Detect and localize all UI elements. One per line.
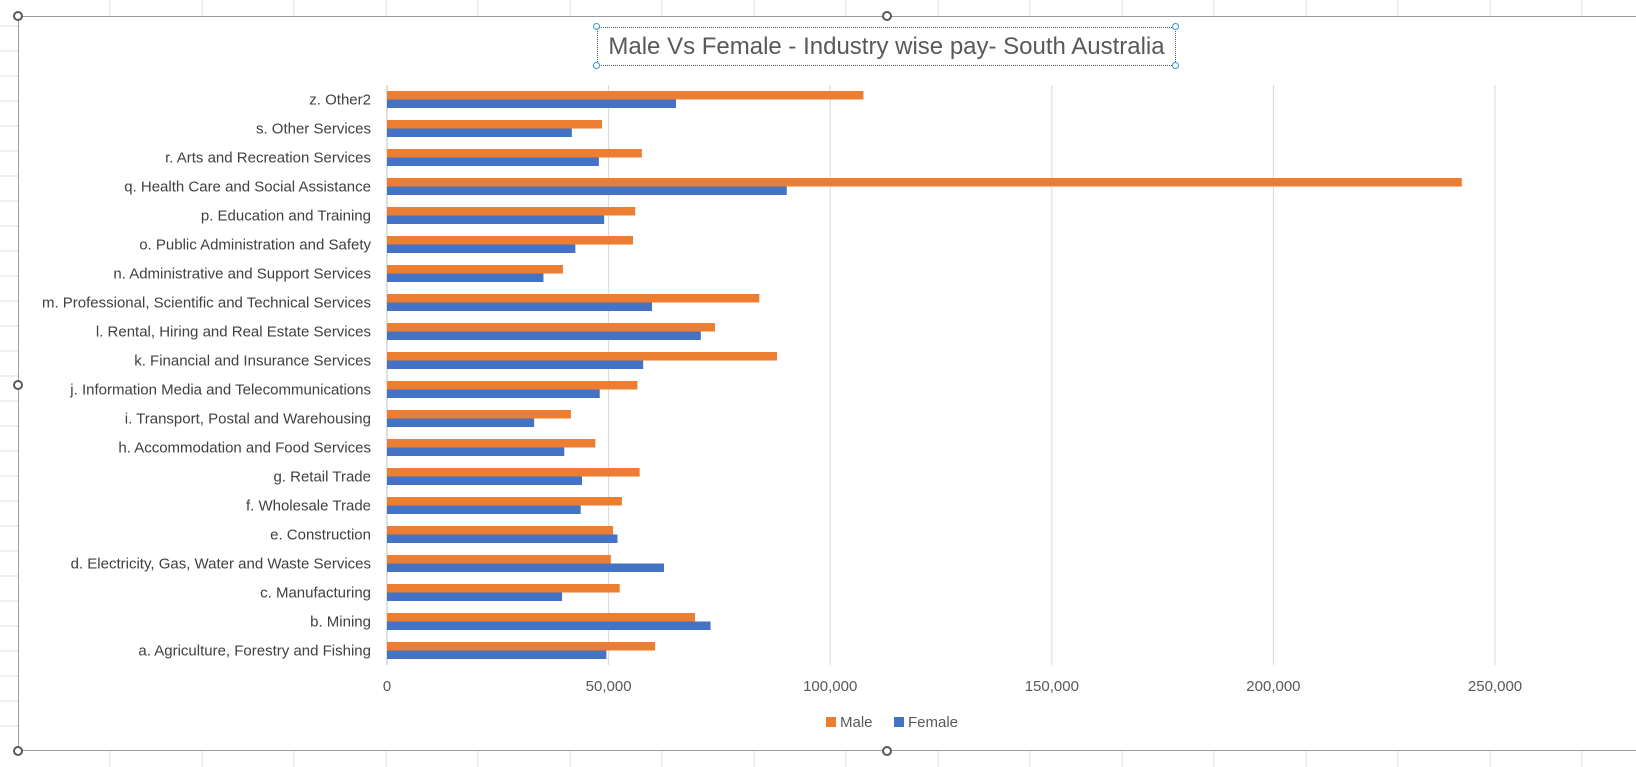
bar-female[interactable] (387, 505, 581, 515)
bar-male[interactable] (387, 642, 656, 651)
bar-male[interactable] (387, 352, 778, 361)
category-label: f. Wholesale Trade (246, 498, 371, 515)
category-label: a. Agriculture, Forestry and Fishing (138, 643, 371, 660)
category-label: h. Accommodation and Food Services (118, 440, 371, 457)
category-label: i. Transport, Postal and Warehousing (125, 411, 371, 428)
bar-female[interactable] (387, 534, 618, 544)
bar-female[interactable] (387, 447, 565, 457)
chart-resize-handle-tm[interactable] (882, 11, 892, 21)
bar-female[interactable] (387, 244, 576, 254)
legend-label-male[interactable]: Male (840, 714, 873, 731)
bar-female[interactable] (387, 157, 599, 167)
bar-male[interactable] (387, 149, 642, 158)
legend[interactable]: Male Female (826, 714, 958, 731)
gridlines (386, 85, 1496, 665)
bar-male[interactable] (387, 91, 864, 100)
bar-male[interactable] (387, 584, 620, 593)
category-label: r. Arts and Recreation Services (165, 150, 371, 167)
x-tick-label: 200,000 (1246, 678, 1300, 695)
category-label: l. Rental, Hiring and Real Estate Servic… (96, 324, 371, 341)
bar-male[interactable] (387, 265, 563, 274)
bar-male[interactable] (387, 120, 602, 129)
bar-male[interactable] (387, 294, 760, 303)
chart-resize-handle-bm[interactable] (882, 746, 892, 756)
category-label: d. Electricity, Gas, Water and Waste Ser… (71, 556, 371, 573)
category-label: j. Information Media and Telecommunicati… (69, 382, 371, 399)
bar-female[interactable] (387, 186, 787, 196)
bar-female[interactable] (387, 302, 653, 312)
bar-female[interactable] (387, 621, 711, 631)
category-labels: a. Agriculture, Forestry and Fishing b. M… (42, 92, 372, 660)
bar-female[interactable] (387, 418, 535, 428)
chart-title[interactable]: Male Vs Female - Industry wise pay- Sout… (608, 32, 1165, 60)
chart-resize-handle-bl[interactable] (13, 746, 23, 756)
bar-female[interactable] (387, 360, 644, 370)
bar-female[interactable] (387, 215, 605, 225)
legend-swatch-female (894, 717, 904, 727)
bar-male[interactable] (387, 323, 715, 332)
category-label: c. Manufacturing (260, 585, 371, 602)
bar-female[interactable] (387, 563, 665, 573)
bar-female[interactable] (387, 592, 563, 602)
bars (387, 91, 1462, 659)
bar-male[interactable] (387, 207, 636, 216)
category-label: n. Administrative and Support Services (113, 266, 371, 283)
category-label: m. Professional, Scientific and Technica… (42, 295, 371, 312)
bar-male[interactable] (387, 526, 614, 535)
x-tick-label: 150,000 (1025, 678, 1079, 695)
chart-title-box[interactable]: Male Vs Female - Industry wise pay- Sout… (597, 27, 1176, 66)
legend-label-female[interactable]: Female (908, 714, 958, 731)
x-tick-label: 100,000 (803, 678, 857, 695)
category-label: b. Mining (310, 614, 371, 631)
x-tick-label: 0 (383, 678, 391, 695)
bar-female[interactable] (387, 650, 607, 660)
chart-area[interactable] (18, 16, 1636, 751)
bar-female[interactable] (387, 99, 676, 109)
x-tick-label: 50,000 (586, 678, 632, 695)
bar-male[interactable] (387, 178, 1462, 187)
bar-female[interactable] (387, 331, 701, 341)
bar-female[interactable] (387, 389, 600, 399)
category-label: p. Education and Training (201, 208, 371, 225)
bar-male[interactable] (387, 555, 611, 564)
category-label: e. Construction (270, 527, 371, 544)
chart-resize-handle-ml[interactable] (13, 380, 23, 390)
category-label: z. Other2 (309, 92, 371, 109)
bar-female[interactable] (387, 476, 583, 486)
bar-male[interactable] (387, 613, 696, 622)
legend-swatch-male (826, 717, 836, 727)
title-resize-handle-br[interactable] (1172, 62, 1179, 69)
category-label: q. Health Care and Social Assistance (124, 179, 371, 196)
bar-female[interactable] (387, 273, 544, 283)
category-label: k. Financial and Insurance Services (134, 353, 371, 370)
chart-resize-handle-tl[interactable] (13, 11, 23, 21)
title-resize-handle-bl[interactable] (593, 62, 600, 69)
category-label: s. Other Services (256, 121, 371, 138)
category-label: g. Retail Trade (273, 469, 371, 486)
title-resize-handle-tl[interactable] (593, 23, 600, 30)
title-resize-handle-tr[interactable] (1172, 23, 1179, 30)
x-tick-label: 250,000 (1468, 678, 1522, 695)
bar-male[interactable] (387, 381, 638, 390)
bar-male[interactable] (387, 468, 640, 477)
bar-male[interactable] (387, 410, 571, 419)
bar-female[interactable] (387, 128, 572, 138)
bar-male[interactable] (387, 497, 622, 506)
x-axis-tick-labels: 0 50,000 100,000 150,000 200,000 250,000 (383, 678, 1522, 695)
category-label: o. Public Administration and Safety (139, 237, 371, 254)
bar-male[interactable] (387, 236, 633, 245)
bar-male[interactable] (387, 439, 596, 448)
